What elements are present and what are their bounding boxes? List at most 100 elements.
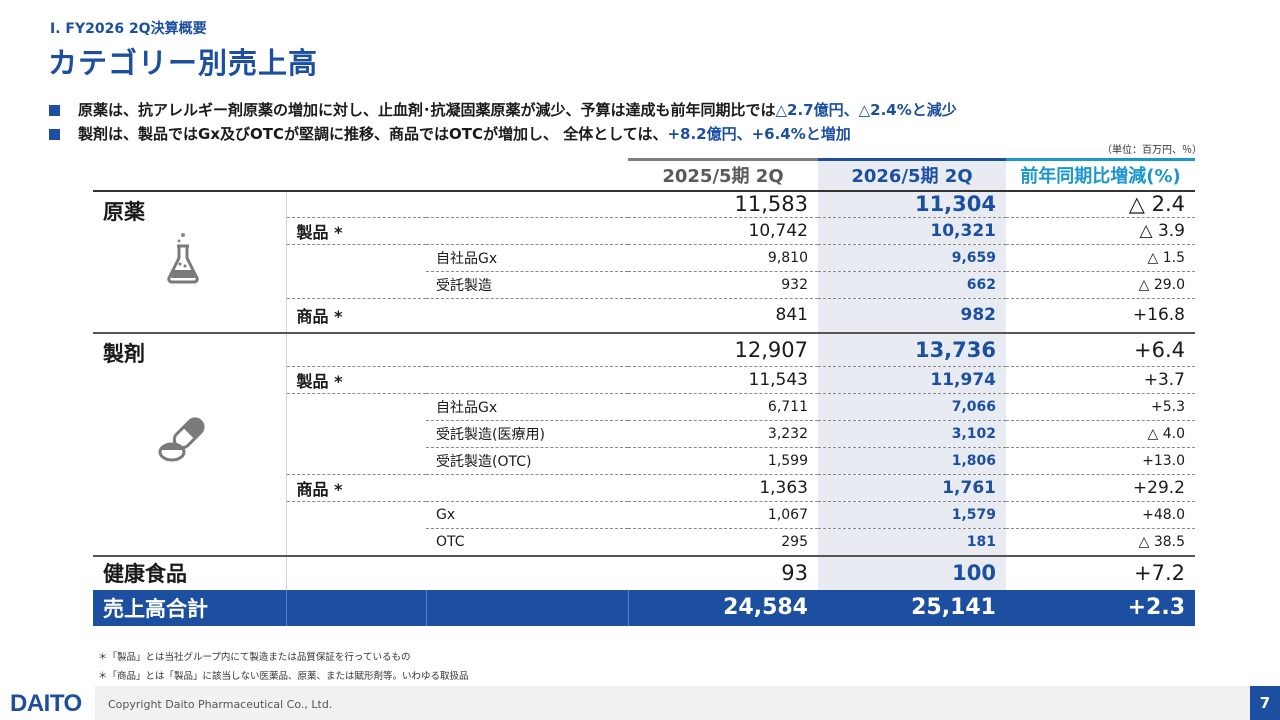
table-row: 健康食品 93 100 +7.2 bbox=[93, 555, 1195, 590]
category-label: 製剤 bbox=[103, 341, 145, 366]
value-2026: 982 bbox=[818, 298, 1006, 334]
value-2025: 841 bbox=[628, 298, 818, 334]
table-row: Gx 1,067 1,579 +48.0 bbox=[93, 501, 1195, 529]
value-2025: 93 bbox=[781, 561, 808, 585]
total-label: 売上高合計 bbox=[93, 589, 287, 626]
page-title: カテゴリー別売上高 bbox=[48, 46, 319, 80]
value-yoy: △ 4.0 bbox=[1006, 420, 1195, 448]
row-label: 商品 * bbox=[286, 298, 628, 334]
category-health-food: 健康食品 bbox=[93, 555, 287, 590]
table-row: 受託製造(OTC) 1,599 1,806 +13.0 bbox=[93, 447, 1195, 475]
footnote: ＊「製品」とは当社グループ内にて製造または品質保証を行っているもの bbox=[98, 652, 411, 663]
bullet-text: 製剤は、製品ではGx及びOTCが堅調に推移、商品ではOTCが増加し、 全体として… bbox=[78, 125, 668, 143]
row-label: 製品 * bbox=[286, 217, 628, 245]
value-2026: 181 bbox=[818, 528, 1006, 557]
page-number: 7 bbox=[1250, 686, 1280, 720]
value-yoy: +5.3 bbox=[1006, 393, 1195, 421]
row-label bbox=[286, 190, 628, 218]
value-2025: 6,711 bbox=[628, 393, 818, 421]
value-yoy: +6.4 bbox=[1006, 332, 1195, 367]
footnotes: ＊「製品」とは当社グループ内にて製造または品質保証を行っているもの ＊「商品」と… bbox=[98, 648, 469, 686]
table-row: 受託製造(医療用) 3,232 3,102 △ 4.0 bbox=[93, 420, 1195, 448]
copyright: Copyright Daito Pharmaceutical Co., Ltd. bbox=[108, 698, 333, 711]
value-2026: 10,321 bbox=[818, 217, 1006, 245]
row-label: 受託製造 bbox=[426, 271, 628, 299]
row-label: 自社品Gx bbox=[426, 244, 628, 272]
value-2025: 11,583 bbox=[628, 190, 818, 218]
value-2026: 25,141 bbox=[818, 589, 1006, 626]
value-2026: 1,806 bbox=[818, 447, 1006, 475]
value-2025: 3,232 bbox=[628, 420, 818, 448]
bullet-square-icon bbox=[49, 129, 60, 140]
table-row: 製品 * 10,742 10,321 △ 3.9 bbox=[93, 217, 1195, 245]
bullet-text: 原薬は、抗アレルギー剤原薬の増加に対し、止血剤･抗凝固薬原薬が減少、予算は達成も… bbox=[78, 101, 776, 119]
value-yoy: △ 29.0 bbox=[1006, 271, 1195, 299]
value-2026: 11,974 bbox=[818, 366, 1006, 394]
value-yoy: △ 38.5 bbox=[1006, 528, 1195, 557]
total-row: 売上高合計 24,584 25,141 +2.3 bbox=[93, 589, 1195, 626]
row-label: 製品 * bbox=[286, 366, 628, 394]
table-header: 2025/5期 2Q 2026/5期 2Q 前年同期比増減(%) bbox=[93, 158, 1195, 192]
footer-bar bbox=[95, 686, 1280, 720]
value-2025: 932 bbox=[628, 271, 818, 299]
table-row: 製剤 12,907 13,736 +6.4 bbox=[93, 332, 1195, 557]
value-yoy: △ 2.4 bbox=[1006, 190, 1195, 218]
section-label: Ⅰ. FY2026 2Q決算概要 bbox=[50, 21, 207, 37]
footnote: ＊「商品」とは「製品」に該当しない医薬品、原薬、または賦形剤等。いわゆる取扱品 bbox=[98, 671, 469, 682]
value-2025: 10,742 bbox=[628, 217, 818, 245]
pills-icon bbox=[158, 416, 205, 461]
value-yoy: +7.2 bbox=[1134, 561, 1185, 585]
category-api: 原薬 bbox=[93, 190, 287, 334]
table-row: 原薬 11,583 11,304 △ 2.4 bbox=[93, 190, 1195, 334]
value-2026: 3,102 bbox=[818, 420, 1006, 448]
row-label: OTC bbox=[426, 528, 628, 557]
company-logo: DAITO bbox=[10, 690, 82, 717]
bullet-highlight: △2.7億円、△2.4%と減少 bbox=[775, 101, 957, 119]
value-yoy: +3.7 bbox=[1006, 366, 1195, 394]
bullet-highlight: +8.2億円、+6.4%と増加 bbox=[667, 125, 851, 143]
value-2026: 7,066 bbox=[818, 393, 1006, 421]
value-yoy: △ 1.5 bbox=[1006, 244, 1195, 272]
table-row: 受託製造 932 662 △ 29.0 bbox=[93, 271, 1195, 299]
value-yoy: △ 3.9 bbox=[1006, 217, 1195, 245]
value-2026: 9,659 bbox=[818, 244, 1006, 272]
value-2025: 11,543 bbox=[628, 366, 818, 394]
bullet-formulation: 製剤は、製品ではGx及びOTCが堅調に推移、商品ではOTCが増加し、 全体として… bbox=[48, 122, 1198, 146]
table-row: 商品 * 841 982 +16.8 bbox=[93, 298, 1195, 334]
row-label: 自社品Gx bbox=[426, 393, 628, 421]
value-2026: 1,579 bbox=[818, 501, 1006, 529]
category-formulation: 製剤 bbox=[93, 332, 287, 557]
value-2025: 12,907 bbox=[628, 332, 818, 367]
col-header-yoy: 前年同期比増減(%) bbox=[1006, 158, 1195, 192]
value-2025: 24,584 bbox=[628, 589, 818, 626]
row-label: 受託製造(OTC) bbox=[426, 447, 628, 475]
row-label: 受託製造(医療用) bbox=[426, 420, 628, 448]
value-2026: 1,761 bbox=[818, 474, 1006, 502]
col-header-2026: 2026/5期 2Q bbox=[818, 158, 1006, 192]
bullet-square-icon bbox=[49, 105, 60, 116]
sales-table: 2025/5期 2Q 2026/5期 2Q 前年同期比増減(%) 原薬 11,5… bbox=[93, 158, 1195, 626]
table-row: 商品 * 1,363 1,761 +29.2 bbox=[93, 474, 1195, 502]
value-2025: 1,599 bbox=[628, 447, 818, 475]
value-2026: 662 bbox=[818, 271, 1006, 299]
value-2026: 11,304 bbox=[818, 190, 1006, 218]
value-yoy: +13.0 bbox=[1006, 447, 1195, 475]
bullet-api: 原薬は、抗アレルギー剤原薬の増加に対し、止血剤･抗凝固薬原薬が減少、予算は達成も… bbox=[48, 98, 1198, 122]
table-row: 自社品Gx 6,711 7,066 +5.3 bbox=[93, 393, 1195, 421]
table-row: OTC 295 181 △ 38.5 bbox=[93, 528, 1195, 557]
table-row: 自社品Gx 9,810 9,659 △ 1.5 bbox=[93, 244, 1195, 272]
summary-bullets: 原薬は、抗アレルギー剤原薬の増加に対し、止血剤･抗凝固薬原薬が減少、予算は達成も… bbox=[48, 98, 1198, 146]
row-label: Gx bbox=[426, 501, 628, 529]
table-row: 製品 * 11,543 11,974 +3.7 bbox=[93, 366, 1195, 394]
col-header-2025: 2025/5期 2Q bbox=[628, 158, 818, 192]
value-yoy: +29.2 bbox=[1006, 474, 1195, 502]
row-label bbox=[286, 556, 628, 590]
value-2025: 295 bbox=[628, 528, 818, 557]
value-2025: 1,363 bbox=[628, 474, 818, 502]
value-yoy: +16.8 bbox=[1006, 298, 1195, 334]
flask-icon bbox=[167, 232, 199, 283]
value-2025: 9,810 bbox=[628, 244, 818, 272]
value-2025: 1,067 bbox=[628, 501, 818, 529]
value-2026: 13,736 bbox=[818, 332, 1006, 367]
value-yoy: +48.0 bbox=[1006, 501, 1195, 529]
